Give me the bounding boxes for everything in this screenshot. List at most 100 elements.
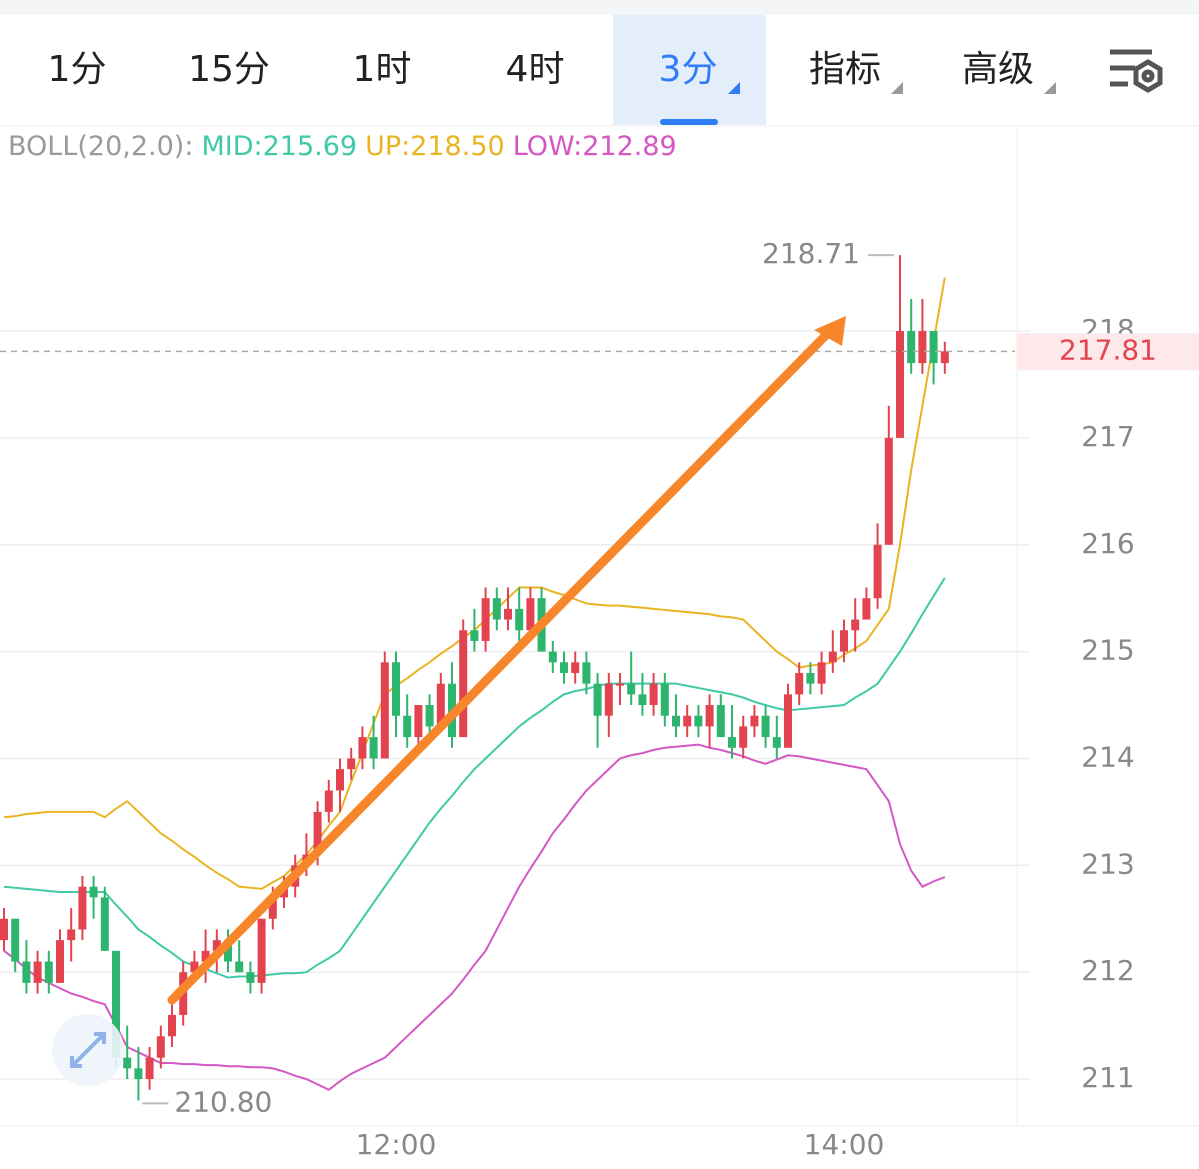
candle-body bbox=[201, 950, 210, 962]
candle-body bbox=[582, 662, 591, 684]
candle-body bbox=[347, 758, 356, 770]
candle-body bbox=[649, 683, 658, 706]
candle-body bbox=[358, 737, 367, 759]
y-tick-label: 212 bbox=[1081, 954, 1134, 987]
candle-body bbox=[268, 897, 277, 919]
y-tick-label: 217 bbox=[1081, 420, 1134, 453]
candle-body bbox=[22, 961, 31, 983]
candle-body bbox=[44, 961, 53, 983]
candle-body bbox=[627, 683, 636, 695]
x-tick-label: 14:00 bbox=[804, 1128, 885, 1161]
candle-body bbox=[246, 972, 255, 983]
candle-body bbox=[336, 769, 344, 791]
tab-indicator bbox=[660, 119, 718, 125]
candle-body bbox=[873, 544, 882, 599]
boll-line bbox=[3, 743, 946, 1091]
tab[interactable]: 15分 bbox=[188, 49, 270, 90]
candle-body bbox=[224, 940, 232, 962]
candle-body bbox=[526, 598, 535, 631]
candle-body bbox=[436, 683, 445, 727]
candle-body bbox=[235, 961, 244, 973]
candle-body bbox=[56, 940, 64, 983]
candle-body bbox=[716, 705, 725, 738]
legend-entry: MID:215.69 bbox=[201, 131, 357, 162]
tab-caret bbox=[1044, 82, 1056, 94]
last-price-label: 217.81 bbox=[1059, 333, 1157, 366]
candle-body bbox=[168, 1014, 176, 1037]
candle-body bbox=[728, 737, 736, 748]
boll-line bbox=[3, 277, 946, 890]
low-label: 210.80 bbox=[174, 1085, 272, 1118]
tab[interactable]: 1分 bbox=[48, 49, 107, 90]
candle-body bbox=[403, 715, 412, 738]
candle-body bbox=[739, 726, 748, 748]
candle-body bbox=[0, 918, 8, 941]
candle-body bbox=[470, 630, 479, 641]
candle-body bbox=[929, 331, 938, 364]
candle-body bbox=[257, 918, 266, 983]
candle-body bbox=[67, 929, 76, 941]
candle-body bbox=[492, 598, 501, 620]
last-price-bg bbox=[1017, 333, 1199, 371]
candle-body bbox=[840, 630, 848, 652]
candle-body bbox=[694, 715, 703, 727]
plot: BOLL(20,2.0): MID:215.69 UP:218.50 LOW:212.… bbox=[0, 131, 1199, 1161]
settings-icon[interactable] bbox=[1110, 49, 1163, 93]
legend-entry: LOW:212.89 bbox=[513, 131, 677, 162]
candle-body bbox=[593, 683, 602, 716]
y-tick-label: 214 bbox=[1081, 740, 1134, 773]
candle-body bbox=[940, 351, 949, 364]
candle-body bbox=[100, 897, 109, 951]
candle-body bbox=[571, 662, 580, 673]
candle-body bbox=[33, 961, 42, 983]
legend-entry: BOLL(20,2.0): bbox=[8, 131, 193, 162]
status-strip bbox=[0, 0, 1199, 15]
high-label: 218.71 bbox=[762, 237, 860, 270]
candle-body bbox=[761, 715, 770, 738]
candle-body bbox=[772, 737, 781, 748]
candle-body bbox=[425, 705, 434, 727]
y-tick-label: 211 bbox=[1081, 1061, 1134, 1094]
tab[interactable]: 高级 bbox=[962, 49, 1034, 90]
candle-body bbox=[123, 1057, 132, 1069]
candle-body bbox=[459, 630, 468, 738]
candle-body bbox=[145, 1057, 154, 1080]
candle-body bbox=[324, 790, 333, 812]
candle-body bbox=[884, 437, 893, 545]
candle-body bbox=[112, 950, 120, 1058]
candle-body bbox=[616, 683, 624, 686]
candle-body bbox=[78, 886, 87, 930]
candle-body bbox=[896, 331, 904, 438]
tab[interactable]: 3分 bbox=[659, 49, 718, 90]
candle-body bbox=[750, 715, 759, 727]
candle-body bbox=[504, 608, 512, 620]
tab-caret bbox=[891, 82, 903, 94]
candle-body bbox=[907, 331, 916, 364]
candle-body bbox=[89, 886, 98, 898]
candle-body bbox=[784, 694, 792, 748]
tab-selected-bg bbox=[613, 15, 766, 125]
tab-caret bbox=[728, 82, 740, 94]
candle-body bbox=[313, 811, 322, 855]
candle-body bbox=[795, 672, 804, 695]
tab[interactable]: 指标 bbox=[809, 49, 881, 90]
candle-body bbox=[638, 694, 647, 706]
y-tick-label: 213 bbox=[1081, 847, 1134, 880]
y-tick-label: 215 bbox=[1081, 634, 1134, 667]
x-tick-label: 12:00 bbox=[356, 1128, 437, 1161]
tab[interactable]: 4时 bbox=[506, 49, 565, 90]
candle-body bbox=[806, 672, 815, 684]
candle-body bbox=[190, 961, 199, 973]
candle-body bbox=[134, 1068, 143, 1080]
expand-button[interactable] bbox=[52, 1014, 124, 1086]
candle-body bbox=[481, 598, 490, 641]
candle-body bbox=[560, 662, 568, 673]
candle-body bbox=[515, 608, 524, 631]
tab[interactable]: 1时 bbox=[353, 49, 412, 90]
legend-entry: UP:218.50 bbox=[365, 131, 505, 162]
candle-body bbox=[392, 662, 400, 716]
candle-body bbox=[11, 918, 20, 962]
candle-body bbox=[862, 598, 871, 620]
